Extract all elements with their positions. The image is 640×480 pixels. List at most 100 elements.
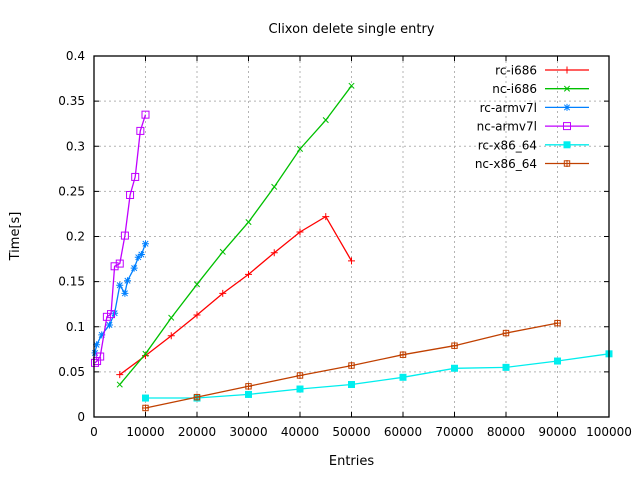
data-point (245, 270, 252, 278)
legend-item-rc-i686: rc-i686 (495, 64, 589, 78)
data-point (451, 342, 458, 350)
y-tick-label: 0 (77, 410, 85, 424)
data-point (296, 385, 304, 393)
data-point (142, 240, 149, 248)
data-point (93, 341, 101, 349)
data-point (105, 321, 113, 329)
x-tick-label: 10000 (126, 425, 164, 439)
data-point (106, 310, 115, 319)
data-point (219, 248, 226, 255)
legend-item-rc-x86_64: rc-x86_64 (478, 138, 589, 152)
legend-label: nc-x86_64 (475, 157, 537, 171)
data-point (98, 331, 106, 339)
data-point (399, 351, 407, 359)
data-point (270, 249, 278, 257)
data-point (142, 394, 149, 402)
x-tick-label: 0 (90, 425, 98, 439)
data-point (142, 404, 149, 412)
plot-border (93, 55, 610, 418)
y-tick-label: 0.05 (58, 365, 85, 379)
data-point (348, 257, 355, 265)
series-nc-i686 (116, 82, 355, 388)
data-point (193, 281, 201, 288)
x-tick-label: 60000 (384, 425, 422, 439)
data-point (193, 311, 201, 319)
data-point (245, 219, 252, 226)
y-tick-label: 0.15 (58, 275, 85, 289)
data-point (348, 381, 355, 389)
data-point (399, 373, 407, 381)
data-point (348, 362, 355, 370)
y-tick-label: 0.2 (66, 230, 85, 244)
data-point (96, 352, 105, 361)
data-point (130, 264, 138, 272)
x-tick-label: 40000 (281, 425, 319, 439)
data-point (168, 314, 175, 321)
legend-item-nc-i686: nc-i686 (492, 82, 589, 96)
data-point (193, 393, 201, 401)
data-point (91, 349, 99, 357)
y-tick-label: 0.4 (66, 49, 85, 63)
legend-item-nc-armv7l: nc-armv7l (477, 120, 589, 134)
data-point (271, 183, 278, 190)
data-point (167, 332, 175, 340)
data-point (134, 253, 142, 261)
chart-title: Clixon delete single entry (268, 22, 435, 37)
x-tick-label: 20000 (178, 425, 216, 439)
data-point (116, 281, 124, 289)
data-point (120, 231, 129, 240)
y-tick-label: 0.25 (58, 184, 85, 198)
data-point (554, 357, 561, 365)
x-tick-label: 90000 (538, 425, 576, 439)
data-point (451, 364, 458, 372)
data-point (348, 82, 355, 89)
legend-item-rc-armv7l: rc-armv7l (480, 101, 589, 115)
legend-label: rc-x86_64 (478, 138, 537, 152)
series-nc-x86_64 (142, 319, 561, 412)
data-point (296, 145, 304, 153)
series-nc-armv7l (91, 110, 150, 367)
data-point (131, 172, 140, 181)
data-point (91, 358, 100, 367)
data-point (102, 312, 111, 321)
data-point (296, 228, 304, 236)
y-tick-label: 0.1 (66, 320, 85, 334)
data-point (110, 262, 119, 271)
data-point (116, 371, 124, 379)
data-point (142, 350, 149, 357)
x-tick-label: 80000 (487, 425, 525, 439)
data-point (296, 371, 304, 379)
data-point (219, 289, 227, 297)
x-axis-label: Entries (328, 454, 375, 469)
data-point (123, 277, 131, 285)
data-point (137, 251, 145, 259)
x-tick-label: 100000 (586, 425, 632, 439)
data-point (141, 110, 150, 119)
data-point (126, 190, 135, 199)
data-point (322, 117, 329, 124)
x-tick-label: 50000 (332, 425, 370, 439)
data-point (121, 289, 129, 297)
data-point (554, 319, 561, 327)
series-rc-i686 (116, 213, 355, 379)
data-point (115, 259, 124, 268)
legend-item-nc-x86_64: nc-x86_64 (475, 157, 589, 171)
data-point (116, 381, 123, 388)
data-point (502, 363, 510, 371)
y-tick-label: 0.35 (58, 94, 85, 108)
data-point (245, 390, 252, 398)
x-tick-label: 30000 (229, 425, 267, 439)
data-point (322, 213, 330, 221)
data-point (502, 329, 510, 337)
legend-label: nc-i686 (492, 82, 537, 96)
legend-label: rc-armv7l (480, 101, 537, 115)
legend: rc-i686 nc-i686 rc-armv7l nc-armv7l rc-x86_6… (475, 64, 589, 171)
legend-label: rc-i686 (495, 64, 537, 78)
grid-and-ticks: 0 10000 20000 30000 40000 50000 60000 70000 8000… (58, 49, 632, 439)
legend-label: nc-armv7l (477, 120, 537, 134)
data-point (245, 382, 252, 390)
x-tick-label: 70000 (435, 425, 473, 439)
data-point (136, 126, 145, 135)
